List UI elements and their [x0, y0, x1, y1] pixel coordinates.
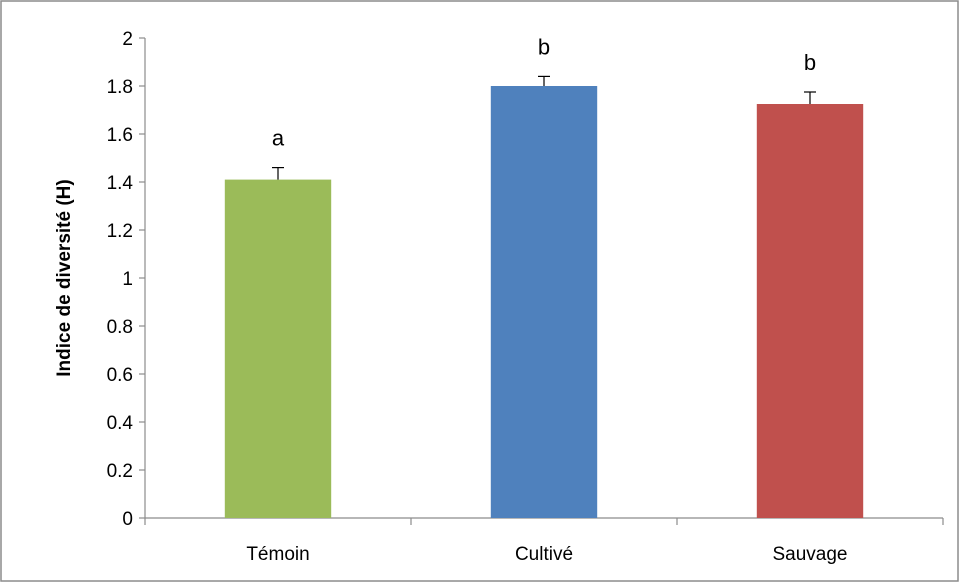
- y-tick-label: 0.8: [107, 317, 133, 338]
- x-axis: Témoin Cultivé Sauvage: [144, 517, 944, 565]
- bars: [224, 86, 864, 518]
- y-tick-label: 0.2: [107, 461, 133, 482]
- y-tick-label: 0.4: [107, 413, 134, 434]
- bar-3: [756, 104, 864, 518]
- y-tick-label: 1.4: [107, 173, 134, 194]
- significance-labels: a b b: [272, 34, 816, 150]
- bar-2: [490, 86, 598, 518]
- y-tick-label: 0.6: [107, 365, 133, 386]
- significance-label: b: [538, 34, 550, 59]
- x-category-label: Sauvage: [772, 544, 847, 565]
- y-tick-label: 1.8: [107, 77, 133, 98]
- x-category-label: Témoin: [246, 544, 309, 565]
- bar-1: [224, 179, 332, 518]
- significance-label: b: [804, 50, 816, 75]
- y-tick-label: 1.6: [107, 125, 133, 146]
- y-tick-label: 0: [122, 509, 133, 530]
- x-category-label: Cultivé: [515, 544, 573, 565]
- y-tick-label: 2: [122, 29, 133, 50]
- significance-label: a: [272, 126, 285, 151]
- y-tick-label: 1: [122, 269, 133, 290]
- y-axis-title: Indice de diversité (H): [54, 179, 75, 376]
- error-bars: [272, 75, 816, 180]
- y-axis: 0 0.2 0.4 0.6 0.8 1 1.2 1.4 1.6 1.8 2: [107, 29, 146, 530]
- y-tick-label: 1.2: [107, 221, 133, 242]
